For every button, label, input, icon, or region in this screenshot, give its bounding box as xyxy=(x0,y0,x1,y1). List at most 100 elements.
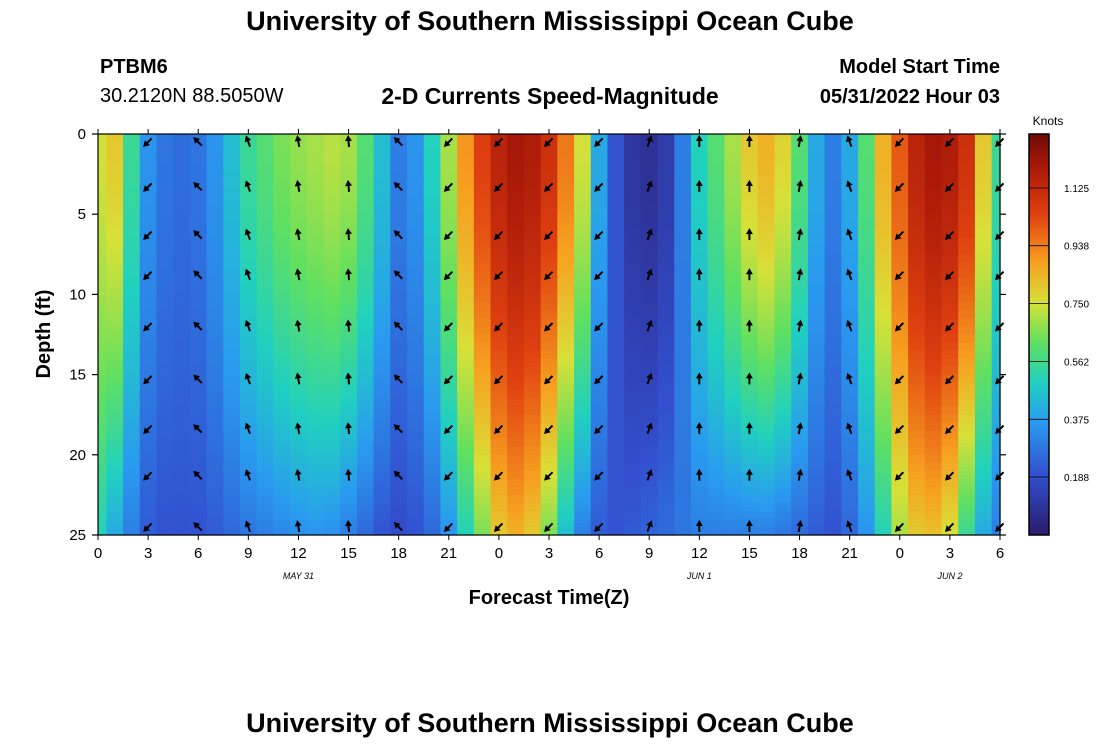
heat-cell xyxy=(774,502,792,512)
heat-cell xyxy=(223,182,241,191)
heat-cell xyxy=(156,430,174,440)
heat-cell xyxy=(390,286,408,295)
current-arrow xyxy=(894,230,905,241)
heat-cell xyxy=(707,438,725,448)
heat-cell xyxy=(574,350,592,360)
heat-cell xyxy=(707,342,725,352)
heat-cell xyxy=(674,502,692,512)
heat-cell xyxy=(724,166,742,175)
heat-cell xyxy=(858,462,876,472)
heat-cell xyxy=(139,222,158,231)
heat-cell xyxy=(924,422,943,432)
heat-cell xyxy=(98,366,107,376)
heat-cell xyxy=(557,262,575,271)
heat-cell xyxy=(523,198,542,207)
heat-cell xyxy=(640,286,659,295)
heat-cell xyxy=(490,446,508,456)
heat-cell xyxy=(407,502,425,512)
heat-cell xyxy=(624,174,642,183)
heat-cell xyxy=(206,502,224,512)
heat-cell xyxy=(98,414,107,424)
heat-cell xyxy=(774,478,792,488)
heat-cell xyxy=(407,414,425,424)
heat-cell xyxy=(373,502,391,512)
heat-cell xyxy=(423,486,442,496)
heat-cell xyxy=(724,326,742,336)
heat-cell xyxy=(574,334,592,344)
heat-cell xyxy=(156,318,174,328)
station-id: PTBM6 xyxy=(100,56,168,78)
heat-cell xyxy=(707,182,725,191)
heat-cell xyxy=(941,198,959,207)
heat-cell xyxy=(824,334,842,344)
heat-cell xyxy=(490,294,508,304)
heat-cell xyxy=(791,302,809,312)
heat-cell xyxy=(523,502,542,512)
heat-cell xyxy=(306,350,325,360)
heat-cell xyxy=(824,310,842,320)
heat-cell xyxy=(624,414,642,424)
heat-cell xyxy=(807,158,826,167)
heat-cell xyxy=(640,190,659,199)
heat-cell xyxy=(974,446,993,456)
heat-cell xyxy=(323,414,341,424)
colorbar xyxy=(1028,133,1050,536)
heat-cell xyxy=(106,134,124,143)
x-tick-label: 12 xyxy=(691,545,708,562)
heat-cell xyxy=(741,350,759,360)
heat-cell xyxy=(908,326,926,336)
heat-cell xyxy=(189,486,208,496)
heat-cell xyxy=(290,454,308,464)
heat-cell xyxy=(189,326,208,336)
heat-cell xyxy=(557,198,575,207)
heat-cell xyxy=(690,414,709,424)
heat-cell xyxy=(891,174,909,183)
heat-cell xyxy=(657,166,675,175)
heat-cell xyxy=(290,366,308,376)
heat-cell xyxy=(924,230,943,239)
heat-cell xyxy=(991,318,1001,328)
x-tick-label: 3 xyxy=(144,545,152,562)
current-arrows xyxy=(143,135,1005,533)
heat-cell xyxy=(98,502,107,512)
heat-cell xyxy=(807,414,826,424)
heat-cell xyxy=(774,374,792,384)
heat-cell xyxy=(223,286,241,295)
heat-cell xyxy=(457,246,475,255)
heat-cell xyxy=(640,454,659,464)
heat-cell xyxy=(106,142,124,151)
heat-cell xyxy=(557,206,575,215)
heat-cell xyxy=(941,222,959,231)
heat-cell xyxy=(123,262,141,271)
heat-cell xyxy=(640,214,659,223)
heat-cell xyxy=(807,502,826,512)
heat-cell xyxy=(757,222,776,231)
heat-cell xyxy=(290,222,308,231)
heat-cell xyxy=(858,174,876,183)
heat-cell xyxy=(423,206,442,215)
heat-cell xyxy=(690,462,709,472)
heat-cell xyxy=(223,390,241,400)
heat-cell xyxy=(139,174,158,183)
heat-cell xyxy=(924,350,943,360)
heat-cell xyxy=(640,238,659,247)
heat-cell xyxy=(657,470,675,480)
heat-cell xyxy=(356,238,375,247)
heat-cell xyxy=(156,238,174,247)
current-arrow xyxy=(695,179,703,192)
heat-cell xyxy=(640,502,659,512)
heat-cell xyxy=(173,198,191,207)
heat-cell xyxy=(440,446,458,456)
heat-cell xyxy=(690,166,709,175)
heat-cell xyxy=(473,470,492,480)
heat-cell xyxy=(640,326,659,336)
heat-cell xyxy=(858,486,876,496)
heat-cell xyxy=(574,150,592,159)
heat-cell xyxy=(356,270,375,279)
heat-cell xyxy=(590,414,609,424)
heat-cell xyxy=(189,510,208,520)
heat-cell xyxy=(741,310,759,320)
heat-cell xyxy=(807,438,826,448)
heat-cell xyxy=(473,382,492,392)
current-arrow xyxy=(796,135,804,148)
